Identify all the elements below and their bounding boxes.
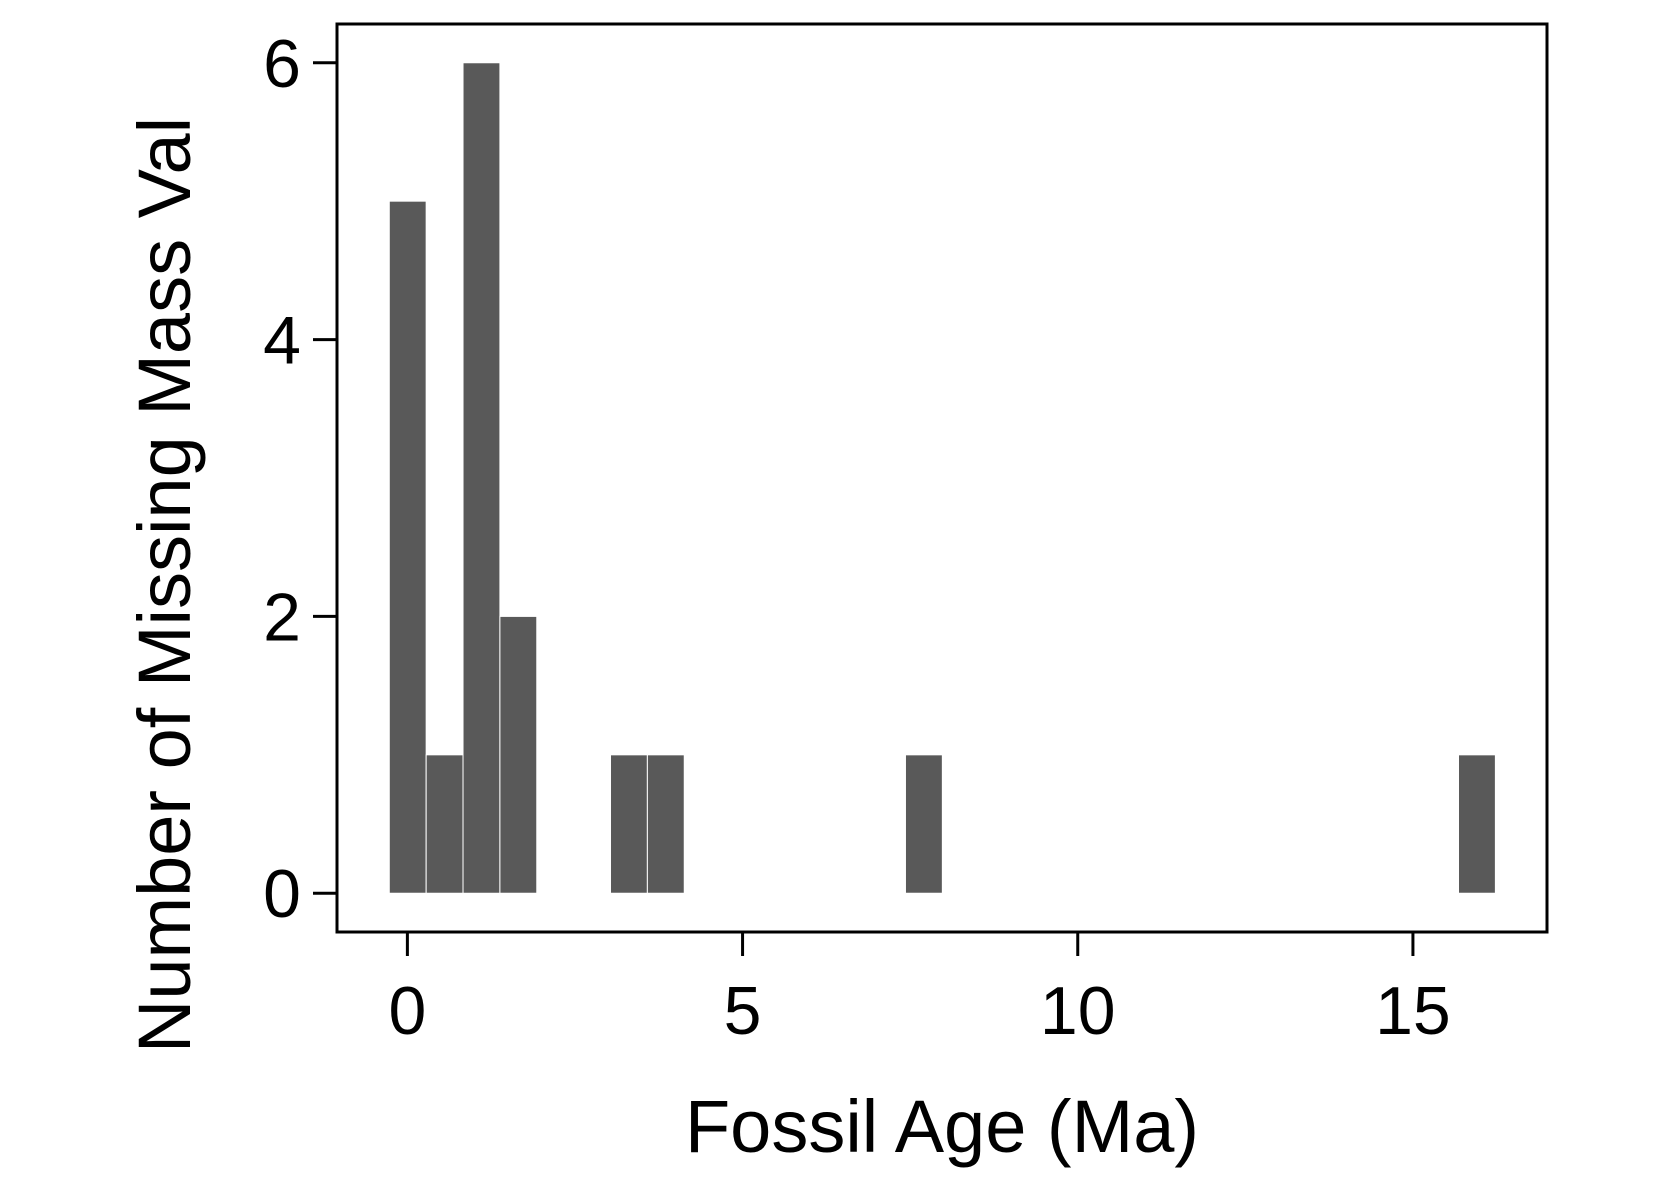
histogram-bar-4: [610, 754, 648, 894]
y-tick-label-6: 6: [263, 26, 301, 102]
y-tick-label-2: 2: [263, 579, 301, 655]
histogram-bar-1: [425, 754, 464, 894]
x-tick-label-10: 10: [1040, 973, 1116, 1049]
histogram-bar-3: [499, 615, 538, 894]
histogram-bar-6: [904, 754, 943, 894]
plot-frame: [335, 22, 1549, 934]
x-tick-label-0: 0: [388, 973, 426, 1049]
x-axis-ticks: 0 5 10 15: [388, 932, 1451, 1049]
y-tick-label-0: 0: [263, 856, 301, 932]
y-axis-ticks: 0 2 4 6: [263, 26, 337, 932]
histogram-bar-7: [1458, 754, 1496, 894]
histogram-bar-5: [646, 754, 685, 894]
x-tick-label-5: 5: [724, 973, 762, 1049]
histogram-bar-2: [462, 62, 501, 894]
x-tick-label-15: 15: [1375, 973, 1451, 1049]
y-tick-label-4: 4: [263, 303, 301, 379]
y-axis-title: Number of Missing Mass Val: [123, 117, 206, 1053]
x-axis-title: Fossil Age (Ma): [685, 1085, 1199, 1168]
bars: [388, 62, 1496, 894]
histogram-bar-0: [388, 200, 427, 894]
